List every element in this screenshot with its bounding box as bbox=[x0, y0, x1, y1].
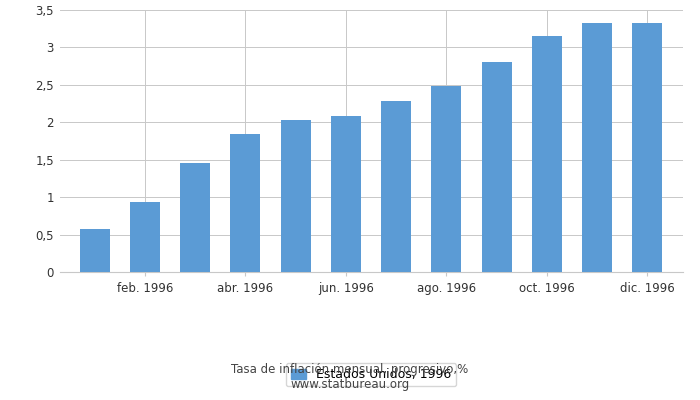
Bar bbox=[331, 116, 361, 272]
Legend: Estados Unidos, 1996: Estados Unidos, 1996 bbox=[286, 363, 456, 386]
Bar bbox=[130, 202, 160, 272]
Bar bbox=[80, 228, 110, 272]
Bar bbox=[582, 23, 612, 272]
Text: Tasa de inflación mensual, progresivo,%: Tasa de inflación mensual, progresivo,% bbox=[232, 364, 468, 376]
Bar bbox=[381, 100, 411, 272]
Bar bbox=[230, 134, 260, 272]
Bar bbox=[281, 120, 311, 272]
Bar bbox=[431, 86, 461, 272]
Text: www.statbureau.org: www.statbureau.org bbox=[290, 378, 410, 391]
Bar bbox=[532, 36, 562, 272]
Bar bbox=[482, 62, 512, 272]
Bar bbox=[632, 23, 662, 272]
Bar bbox=[180, 163, 210, 272]
